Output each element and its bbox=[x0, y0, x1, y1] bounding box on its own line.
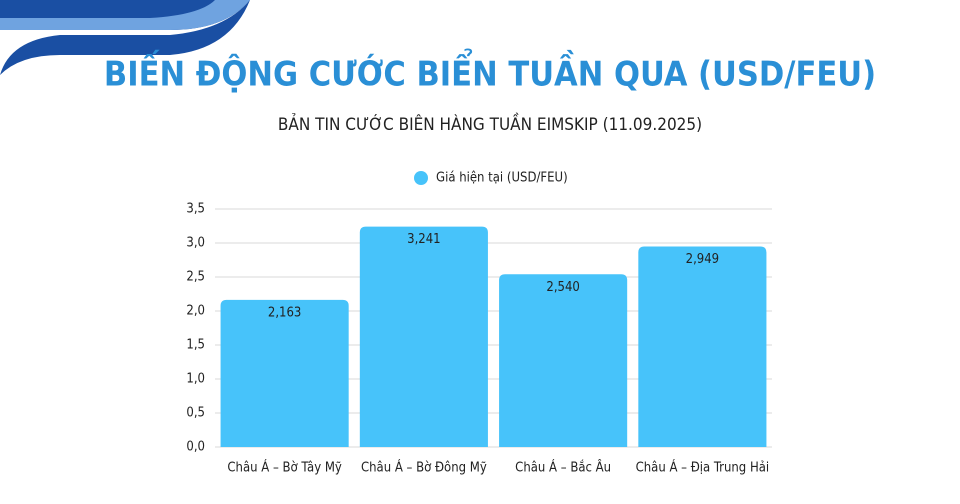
y-tick-label: 1,0 bbox=[186, 372, 205, 387]
y-tick-label: 0,5 bbox=[186, 406, 205, 421]
bar bbox=[499, 274, 628, 447]
data-label: 2,949 bbox=[686, 252, 719, 267]
y-tick-label: 2,0 bbox=[186, 304, 205, 319]
y-tick-label: 1,5 bbox=[186, 338, 205, 353]
legend-label: Giá hiện tại (USD/FEU) bbox=[436, 171, 568, 186]
y-tick-label: 3,0 bbox=[186, 236, 205, 251]
bar bbox=[220, 299, 349, 447]
x-tick-label: Châu Á – Địa Trung Hải bbox=[636, 460, 770, 476]
bar bbox=[359, 226, 488, 447]
chart-title: BIẾN ĐỘNG CƯỚC BIỂN TUẦN QUA (USD/FEU) bbox=[104, 49, 876, 95]
bar bbox=[638, 246, 767, 447]
y-tick-label: 2,5 bbox=[186, 270, 205, 285]
data-label: 2,540 bbox=[546, 280, 579, 295]
data-label: 2,163 bbox=[268, 305, 301, 320]
decor bbox=[0, 0, 250, 75]
y-tick-label: 0,0 bbox=[186, 440, 205, 455]
chart-subtitle: BẢN TIN CƯỚC BIÊN HÀNG TUẦN EIMSKIP (11.… bbox=[278, 111, 702, 135]
x-tick-label: Châu Á – Bờ Đông Mỹ bbox=[361, 460, 487, 476]
decor bbox=[0, 0, 250, 30]
legend-marker bbox=[414, 171, 428, 185]
x-tick-label: Châu Á – Bờ Tây Mỹ bbox=[227, 460, 342, 476]
data-label: 3,241 bbox=[407, 232, 440, 247]
y-tick-label: 3,5 bbox=[186, 202, 205, 217]
x-tick-label: Châu Á – Bắc Âu bbox=[515, 460, 611, 476]
